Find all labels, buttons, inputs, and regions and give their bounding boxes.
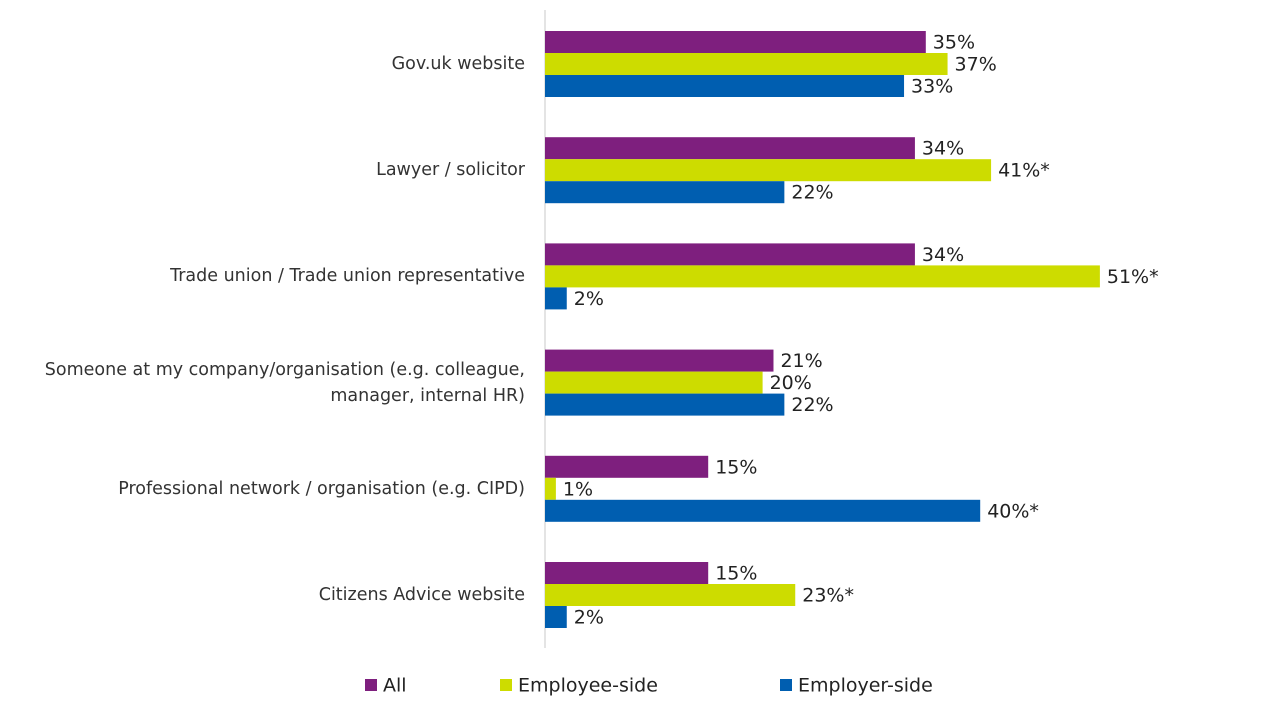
- bar: [545, 371, 763, 394]
- bar: [545, 349, 774, 372]
- bar: [545, 265, 1100, 288]
- bar: [545, 584, 796, 606]
- bar: [545, 137, 915, 160]
- data-label: 20%: [770, 372, 812, 394]
- bar: [545, 31, 926, 53]
- bar: [545, 53, 948, 75]
- category-label: Professional network / organisation (e.g…: [118, 478, 525, 499]
- data-label: 21%: [780, 350, 822, 372]
- bar: [545, 562, 709, 584]
- legend-label: All: [383, 675, 407, 697]
- bar: [545, 243, 915, 266]
- data-label: 35%: [933, 32, 975, 54]
- data-label: 1%: [563, 478, 593, 500]
- data-label: 2%: [574, 607, 604, 629]
- data-label: 37%: [955, 54, 997, 76]
- data-label: 34%: [922, 138, 964, 160]
- bar: [545, 159, 992, 182]
- data-label: 22%: [791, 182, 833, 204]
- data-label: 15%: [715, 456, 757, 478]
- bar: [545, 393, 785, 416]
- legend-label: Employer-side: [798, 675, 933, 697]
- data-label: 51%*: [1107, 266, 1159, 288]
- category-label: Someone at my company/organisation (e.g.…: [44, 359, 525, 406]
- data-label: 41%*: [998, 160, 1050, 182]
- bar: [545, 606, 567, 628]
- category-label: Lawyer / solicitor: [376, 160, 525, 181]
- data-label: 15%: [715, 563, 757, 585]
- bar: [545, 181, 785, 204]
- bar: [545, 499, 981, 522]
- bar: [545, 477, 556, 500]
- bar: [545, 75, 905, 97]
- bar: [545, 455, 709, 478]
- category-label: Trade union / Trade union representative: [170, 266, 525, 287]
- legend-swatch: [365, 679, 377, 691]
- category-label: Citizens Advice website: [318, 585, 525, 605]
- data-label: 40%*: [987, 500, 1039, 522]
- legend-swatch: [500, 679, 512, 691]
- legend-label: Employee-side: [518, 675, 658, 697]
- data-label: 2%: [574, 288, 604, 310]
- data-label: 33%: [911, 76, 953, 98]
- category-label: Gov.uk website: [391, 54, 525, 74]
- bar: [545, 287, 567, 310]
- data-label: 22%: [791, 394, 833, 416]
- data-label: 34%: [922, 244, 964, 266]
- data-label: 23%*: [802, 585, 854, 607]
- legend-swatch: [780, 679, 792, 691]
